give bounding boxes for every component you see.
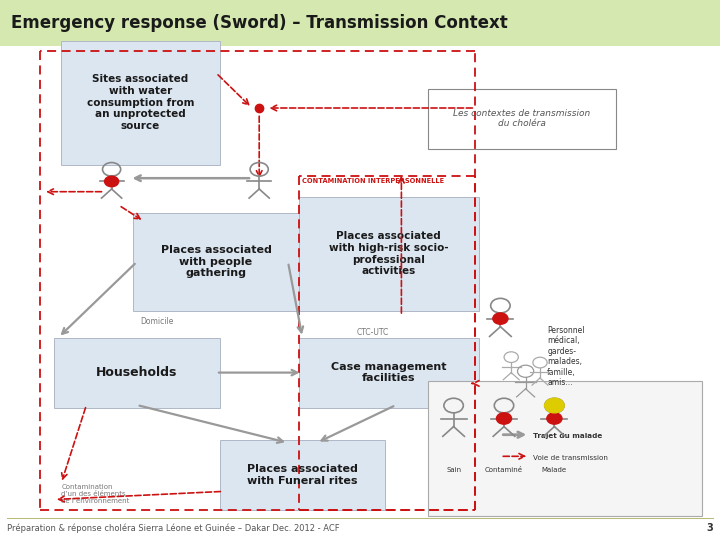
Text: Places associated
with high-risk socio-
professional
activities: Places associated with high-risk socio- … (329, 232, 449, 276)
Text: Trajet du malade: Trajet du malade (533, 433, 602, 440)
Circle shape (496, 413, 511, 424)
FancyBboxPatch shape (133, 213, 299, 310)
Circle shape (104, 176, 119, 187)
Text: Voie de transmission: Voie de transmission (533, 455, 608, 461)
FancyBboxPatch shape (0, 0, 720, 46)
Text: CONTAMINATION INTERPERSONNELLE: CONTAMINATION INTERPERSONNELLE (302, 178, 444, 184)
Circle shape (492, 313, 508, 324)
FancyBboxPatch shape (220, 440, 385, 510)
Text: 3: 3 (706, 523, 713, 533)
Text: Places associated
with Funeral rites: Places associated with Funeral rites (247, 464, 358, 486)
Circle shape (544, 399, 564, 413)
Text: Contamination
d’un des éléments
de l’environnement: Contamination d’un des éléments de l’env… (61, 484, 130, 504)
Text: Personnel
médical,
gardes-
malades,
famille,
amis...: Personnel médical, gardes- malades, fami… (547, 326, 585, 387)
Text: Emergency response (Sword) – Transmission Context: Emergency response (Sword) – Transmissio… (11, 14, 508, 32)
FancyBboxPatch shape (299, 338, 479, 408)
FancyBboxPatch shape (61, 40, 220, 165)
Text: Places associated
with people
gathering: Places associated with people gathering (161, 245, 271, 279)
Text: Malade: Malade (542, 467, 567, 473)
Text: Domicile: Domicile (140, 317, 174, 326)
Text: Les contextes de transmission
du choléra: Les contextes de transmission du choléra (454, 109, 590, 129)
Text: Préparation & réponse choléra Sierra Léone et Guinée – Dakar Dec. 2012 - ACF: Préparation & réponse choléra Sierra Léo… (7, 523, 340, 533)
Text: Contaminé: Contaminé (485, 467, 523, 473)
Text: Households: Households (96, 366, 178, 379)
FancyBboxPatch shape (54, 338, 220, 408)
Circle shape (547, 413, 562, 424)
Text: CTC-UTC: CTC-UTC (356, 328, 389, 336)
FancyBboxPatch shape (428, 381, 702, 516)
Text: Case management
facilities: Case management facilities (331, 362, 446, 383)
FancyBboxPatch shape (299, 197, 479, 310)
FancyBboxPatch shape (428, 89, 616, 148)
Text: Sites associated
with water
consumption from
an unprotected
source: Sites associated with water consumption … (86, 75, 194, 131)
Text: Sain: Sain (446, 467, 462, 473)
